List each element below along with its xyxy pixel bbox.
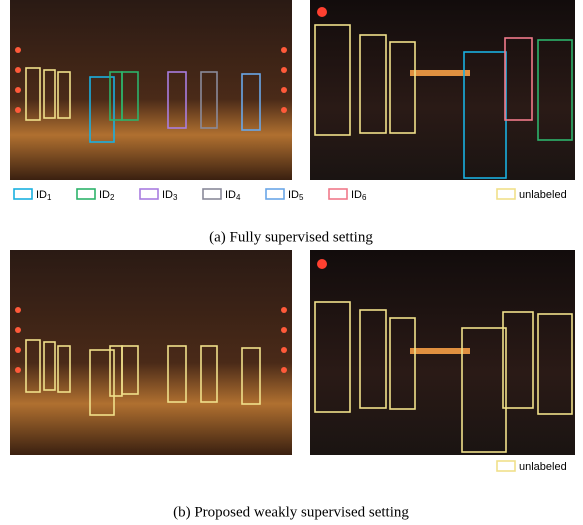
legend-swatch bbox=[140, 189, 158, 199]
legend-label-text: ID bbox=[36, 189, 47, 201]
image-b-left bbox=[10, 250, 292, 455]
legend-subscript: 3 bbox=[173, 193, 178, 202]
figure-canvas: ID1ID2ID3ID4ID5ID6 unlabeled (a) Fully s… bbox=[0, 0, 583, 525]
legend-label-text: ID bbox=[99, 189, 110, 201]
legend-label: ID6 bbox=[351, 189, 367, 202]
figure: ID1ID2ID3ID4ID5ID6 unlabeled (a) Fully s… bbox=[0, 0, 583, 525]
legend-subscript: 5 bbox=[299, 193, 304, 202]
legend-label: ID5 bbox=[288, 189, 304, 202]
legend-swatch bbox=[203, 189, 221, 199]
caption: (b) Proposed weakly supervised setting bbox=[173, 504, 409, 520]
legend-label: ID1 bbox=[36, 189, 52, 202]
legend-label-text: ID bbox=[162, 189, 173, 201]
image-a-left bbox=[10, 0, 292, 180]
legend-label: unlabeled bbox=[519, 189, 567, 201]
legend-swatch bbox=[14, 189, 32, 199]
legend-swatch bbox=[497, 189, 515, 199]
legend-label-text: ID bbox=[351, 189, 362, 201]
legend-label-text: ID bbox=[288, 189, 299, 201]
legend-label: ID4 bbox=[225, 189, 241, 202]
caption: (a) Fully supervised setting bbox=[209, 229, 373, 245]
legend-swatch bbox=[329, 189, 347, 199]
legend-subscript: 4 bbox=[236, 193, 241, 202]
image-a-right bbox=[310, 0, 575, 180]
legend-label: ID2 bbox=[99, 189, 115, 202]
legend-label-text: ID bbox=[225, 189, 236, 201]
legend-subscript: 1 bbox=[47, 193, 52, 202]
legend-swatch bbox=[266, 189, 284, 199]
legend-swatch bbox=[77, 189, 95, 199]
legend-subscript: 6 bbox=[362, 193, 367, 202]
legend-swatch bbox=[497, 461, 515, 471]
image-b-right bbox=[310, 250, 575, 455]
legend-label: unlabeled bbox=[519, 461, 567, 473]
legend-subscript: 2 bbox=[110, 193, 115, 202]
legend-label: ID3 bbox=[162, 189, 178, 202]
